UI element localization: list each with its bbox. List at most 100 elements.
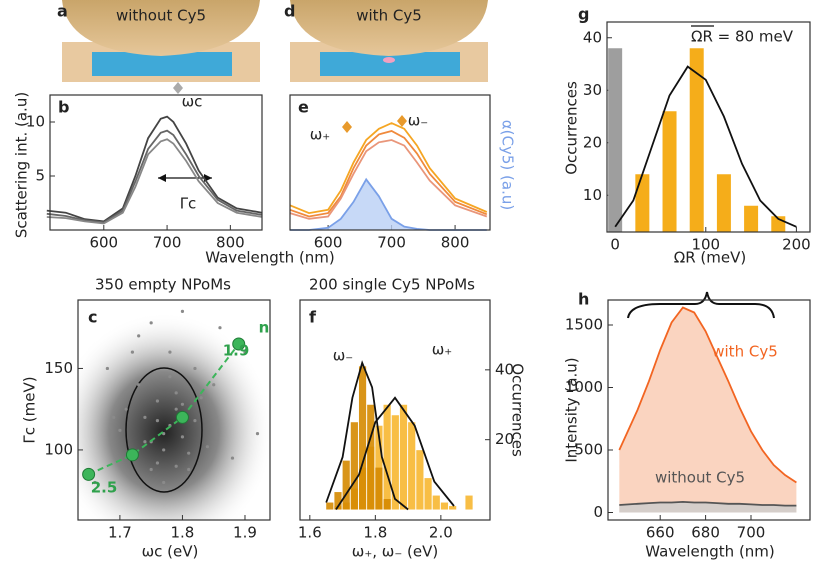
panel-label: h	[578, 290, 589, 309]
illustration-d: d with Cy5	[284, 0, 488, 82]
point	[193, 418, 197, 423]
y-axis-label: Intensity (a.u)	[563, 357, 581, 462]
annotation: ω₋	[333, 347, 353, 365]
annotation: ω₊	[432, 341, 452, 359]
x-tick-label: 1.6	[298, 524, 322, 542]
panel-label: g	[578, 5, 589, 24]
histogram-bar	[383, 404, 391, 510]
point	[112, 415, 116, 419]
bar	[662, 111, 677, 232]
y-tick-label: 1000	[565, 378, 603, 396]
y-tick-label: 150	[44, 359, 73, 377]
bar	[635, 174, 650, 232]
dashed-line	[88, 343, 240, 476]
point	[187, 451, 191, 455]
point	[232, 337, 246, 351]
histogram-bar	[334, 492, 342, 510]
x-axis-label: ωc (eV)	[142, 543, 199, 561]
line	[289, 139, 488, 220]
panel-label: e	[298, 98, 309, 117]
y-tick-label: 100	[44, 440, 73, 458]
histogram-bar	[449, 506, 457, 510]
y-tick-label: 30	[583, 81, 602, 99]
area	[619, 307, 797, 513]
chart-title: 200 single Cy5 NPoMs	[309, 276, 475, 294]
bar	[608, 48, 623, 232]
x-axis-label: Wavelength (nm)	[205, 249, 335, 267]
annotation: 1.9	[223, 342, 250, 360]
point	[187, 467, 191, 472]
point	[149, 467, 153, 472]
x-tick-label: 600	[89, 234, 118, 252]
plot-frame	[607, 299, 811, 521]
x-axis-label: ΩR (meV)	[674, 249, 746, 267]
point	[174, 464, 178, 468]
y-tick-label: 1500	[565, 316, 603, 334]
point	[193, 366, 197, 371]
point	[180, 309, 185, 314]
y-tick-label: 20	[583, 133, 602, 151]
point	[105, 366, 109, 371]
histogram-bar	[440, 502, 449, 510]
line	[614, 65, 797, 228]
point	[168, 374, 172, 379]
x-axis-label: Wavelength (nm)	[645, 543, 775, 561]
plot-frame	[289, 94, 491, 231]
y-axis-label: Γc (meV)	[21, 376, 39, 443]
y-axis-label: Occurrences	[563, 81, 581, 175]
caption: without Cy5	[116, 7, 206, 25]
point	[118, 428, 122, 432]
point	[174, 407, 178, 411]
decor	[78, 25, 775, 520]
chart-title: 350 empty NPoMs	[95, 276, 231, 294]
bar	[744, 205, 759, 232]
histogram-bar	[391, 415, 399, 510]
point	[255, 432, 260, 436]
point	[230, 456, 235, 460]
illustration-a: a without Cy5	[57, 0, 260, 82]
point	[205, 445, 210, 449]
point	[212, 383, 216, 387]
panel-label: a	[57, 2, 68, 21]
point	[137, 383, 141, 387]
histogram-bar	[383, 499, 391, 510]
annotation: ω₋	[408, 112, 428, 130]
annotation: ωc	[182, 93, 203, 111]
x-tick-label: 600	[314, 234, 343, 252]
point	[155, 399, 160, 403]
x-tick-label: 100	[691, 236, 720, 254]
line	[46, 129, 263, 224]
line	[335, 396, 455, 510]
point	[143, 440, 147, 444]
x-axis-label: ω₊, ω₋ (eV)	[352, 543, 438, 561]
annotation: n	[259, 319, 270, 337]
annotation: ω₊	[310, 126, 330, 144]
x-tick-label: 2.0	[429, 524, 453, 542]
y-tick-label: 10	[26, 113, 45, 131]
annotation: 2.5	[91, 479, 118, 497]
line	[619, 500, 797, 507]
histogram-bar	[358, 366, 367, 510]
histogram-bar	[465, 495, 473, 510]
caption: with Cy5	[356, 7, 422, 25]
bar	[689, 48, 704, 232]
annotation: ΩR = 80 meV	[691, 28, 794, 46]
y2-tick-label: 20	[495, 430, 514, 448]
histogram-bar	[424, 478, 432, 510]
y-tick-label: 40	[583, 28, 602, 46]
histogram-bar	[375, 467, 383, 510]
plot-frame	[299, 299, 491, 521]
point	[155, 418, 160, 423]
line	[618, 306, 797, 484]
point	[180, 402, 185, 406]
point	[125, 448, 139, 462]
area	[290, 179, 487, 230]
x-tick-label: 700	[737, 524, 766, 542]
line	[289, 130, 488, 218]
line	[289, 122, 488, 215]
y-tick-label: 0	[593, 503, 603, 521]
histogram-bar	[367, 404, 375, 510]
line	[46, 115, 263, 223]
y-axis-label: Scattering int. (a.u)	[13, 92, 31, 238]
